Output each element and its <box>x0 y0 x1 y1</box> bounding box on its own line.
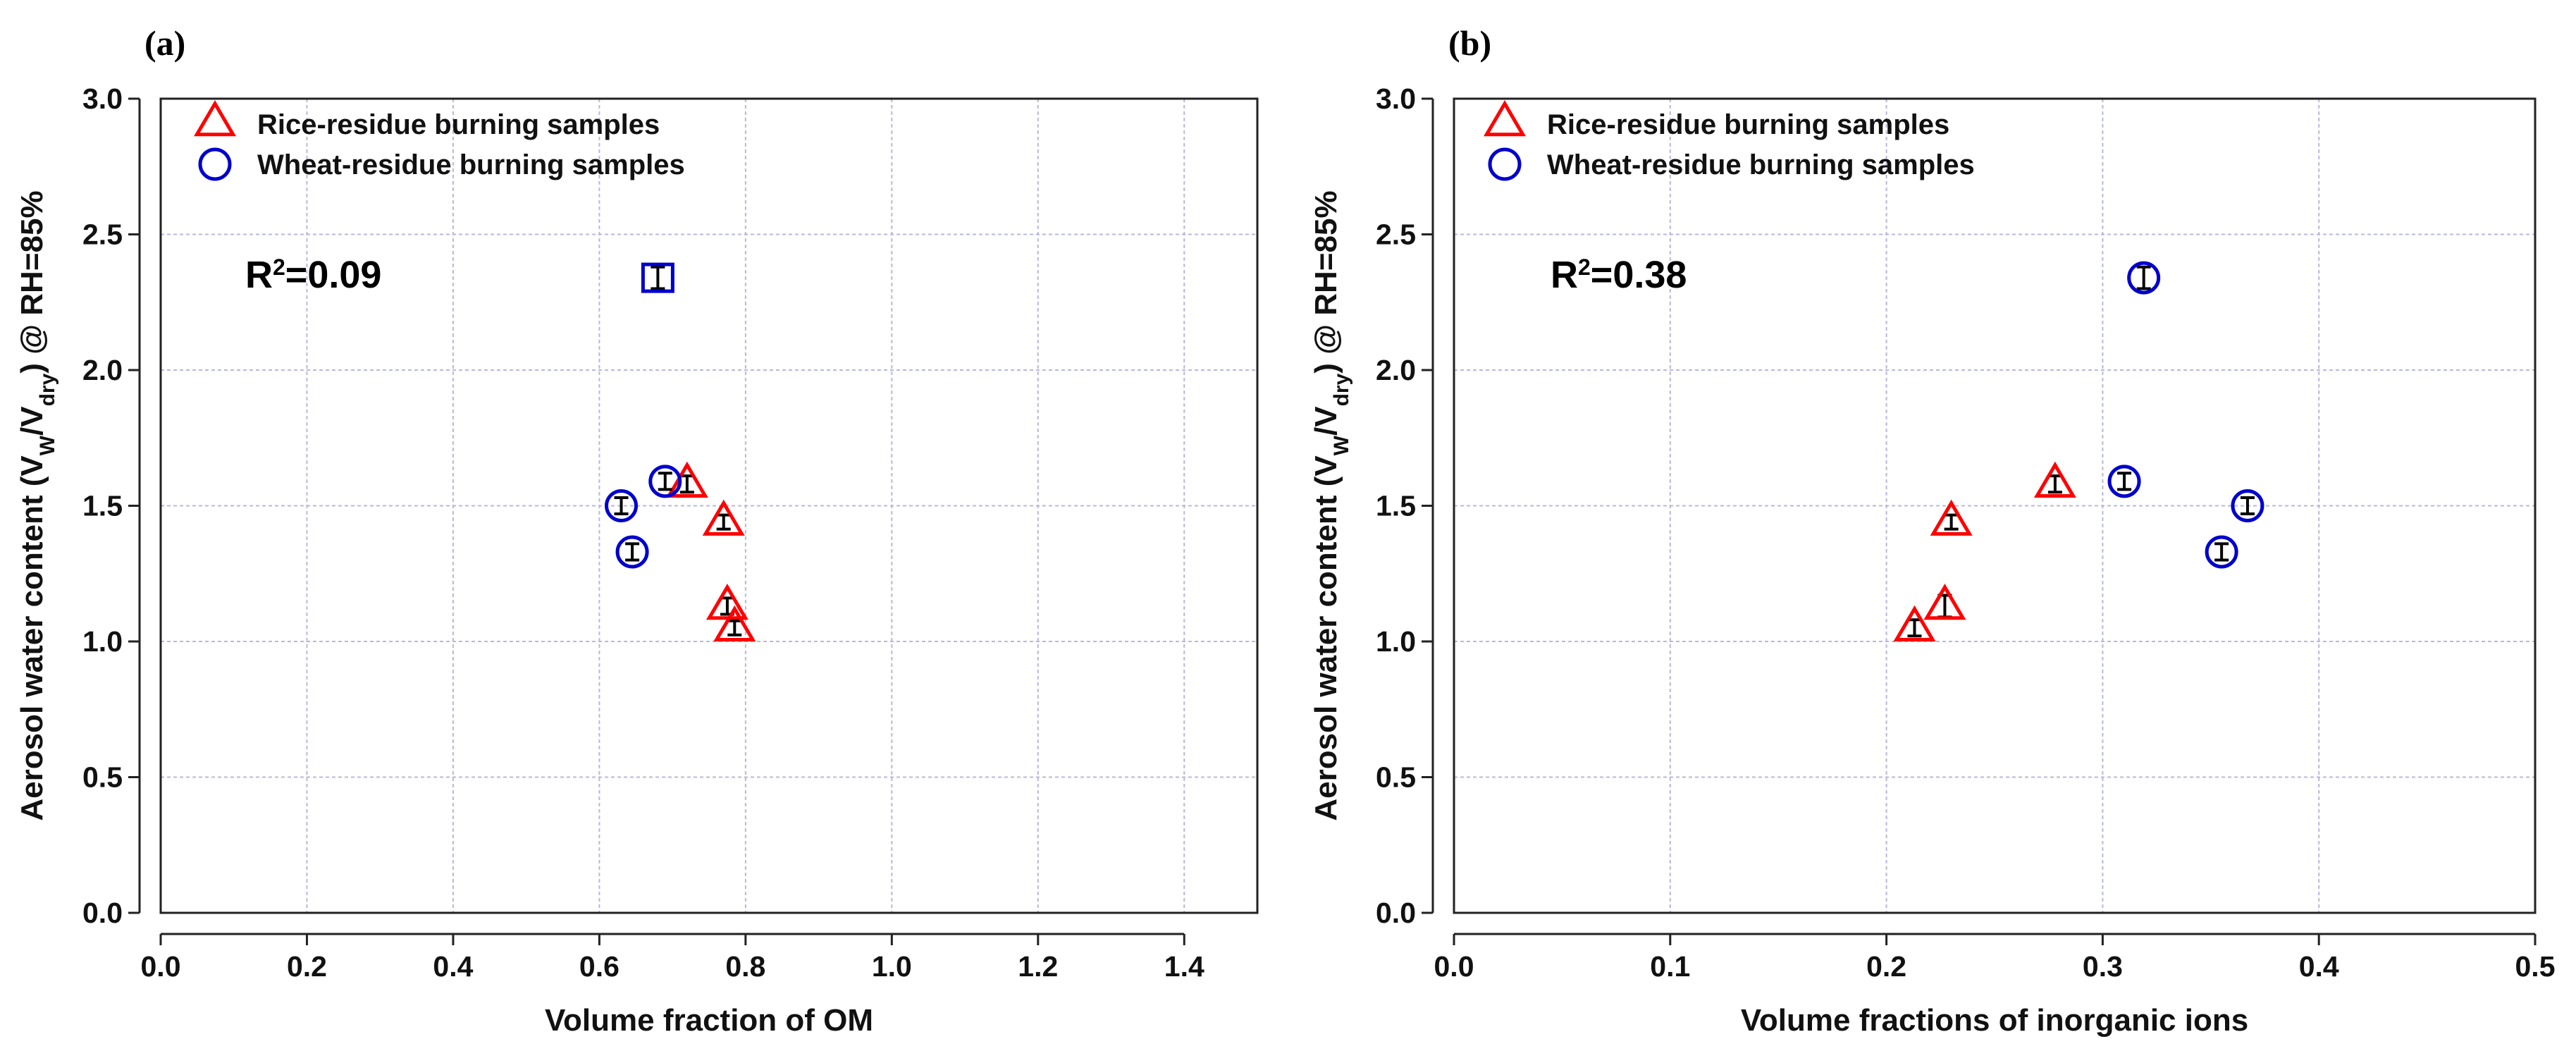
legend-circle-icon <box>1488 147 1522 181</box>
legend-label-rice: Rice-residue burning samples <box>1547 109 1949 140</box>
r-squared-annotation: R2=0.38 <box>1551 254 1687 296</box>
x-tick-label: 0.3 <box>2083 950 2123 983</box>
data-point-wheat <box>2107 465 2141 498</box>
panel-a: 0.0 0.2 0.4 0.6 0.8 1.0 1.2 1.4 0.0 0.5 1.0 1.5 2.0 2… <box>15 23 1259 1038</box>
data-point-wheat <box>2205 535 2238 569</box>
y-tick-label: 1.5 <box>82 490 123 522</box>
x-tick-label: 0.2 <box>287 950 327 983</box>
r-squared-annotation: R2=0.09 <box>245 254 381 296</box>
legend-triangle-icon <box>193 100 237 137</box>
data-point-rice <box>702 499 745 536</box>
data-point-wheat <box>2127 261 2161 295</box>
r-squared-prefix: R <box>1551 254 1578 296</box>
r-squared-superscript: 2 <box>273 254 285 280</box>
x-tick-label: 0.0 <box>141 950 181 983</box>
panel-b: 0.0 0.1 0.2 0.3 0.4 0.5 0.0 0.5 1.0 1.5 2.0 2.5 3.0 (… <box>1309 23 2556 1038</box>
y-axis-title-part: ) @ RH=85% <box>1309 190 1343 373</box>
y-tick-label: 1.0 <box>1376 625 1416 658</box>
y-tick-label: 2.0 <box>82 354 123 386</box>
data-point-rice <box>1930 499 1973 536</box>
r-squared-value: =0.38 <box>1591 254 1687 296</box>
data-point-wheat <box>2231 489 2264 522</box>
x-tick-label: 0.6 <box>579 950 620 983</box>
data-point-wheat <box>615 535 649 569</box>
x-axis-title: Volume fraction of OM <box>545 1003 873 1038</box>
legend-label-wheat: Wheat-residue burning samples <box>1547 149 1975 180</box>
legend-label-rice: Rice-residue burning samples <box>257 109 660 140</box>
y-tick-label: 2.0 <box>1376 354 1416 386</box>
x-tick-label: 0.2 <box>1866 950 1906 983</box>
data-point-rice <box>665 461 708 498</box>
x-tick-label: 0.4 <box>2299 950 2339 983</box>
y-axis-title-subscript: W <box>1330 435 1353 455</box>
y-axis-title-subscript: W <box>36 435 59 455</box>
x-tick-label: 0.0 <box>1434 950 1474 983</box>
x-tick-label: 0.1 <box>1650 950 1690 983</box>
y-axis-title-subscript: dry <box>36 373 59 406</box>
y-axis-title: Aerosol water content (VW/Vdry) @ RH=85% <box>1309 190 1353 820</box>
y-tick-label: 1.5 <box>1376 490 1416 522</box>
y-axis-title-part: ) @ RH=85% <box>15 190 49 373</box>
data-point-rice <box>713 605 756 641</box>
r-squared-superscript: 2 <box>1578 254 1591 280</box>
x-tick-label: 0.5 <box>2515 950 2556 983</box>
legend-triangle-icon <box>1483 100 1527 137</box>
y-axis-title-subscript: dry <box>1330 373 1353 406</box>
x-tick-label: 0.4 <box>433 950 473 983</box>
panel-label: (b) <box>1448 23 1491 63</box>
data-point-rice <box>2033 461 2076 498</box>
panel-label: (a) <box>144 23 185 63</box>
r-squared-prefix: R <box>245 254 273 296</box>
y-tick-label: 3.0 <box>1376 82 1416 115</box>
legend-label-wheat: Wheat-residue burning samples <box>257 149 685 180</box>
y-axis-title: Aerosol water content (VW/Vdry) @ RH=85% <box>15 190 59 820</box>
y-tick-label: 0.5 <box>1376 761 1416 794</box>
data-point-rice <box>1893 605 1936 641</box>
y-tick-label: 2.5 <box>82 219 123 251</box>
y-axis-title-part: Aerosol water content (V <box>15 455 49 821</box>
x-tick-label: 1.4 <box>1164 950 1204 983</box>
data-point-wheat <box>641 262 674 293</box>
data-point-wheat <box>648 465 682 498</box>
y-tick-label: 1.0 <box>82 625 123 658</box>
y-axis-title-part: /V <box>15 406 49 436</box>
y-tick-label: 0.5 <box>82 761 123 794</box>
r-squared-value: =0.09 <box>285 254 382 296</box>
plot-frame <box>159 97 1259 914</box>
x-tick-label: 0.8 <box>725 950 765 983</box>
x-axis-title: Volume fractions of inorganic ions <box>1741 1003 2248 1038</box>
y-tick-label: 3.0 <box>82 82 123 115</box>
data-point-wheat <box>605 489 639 522</box>
y-axis-title-part: Aerosol water content (V <box>1309 455 1343 821</box>
y-tick-label: 2.5 <box>1376 219 1416 251</box>
x-tick-label: 1.0 <box>872 950 912 983</box>
data-point-rice <box>1923 584 1966 620</box>
x-tick-label: 1.2 <box>1018 950 1058 983</box>
plot-frame <box>1453 97 2537 914</box>
y-tick-label: 0.0 <box>82 897 123 929</box>
y-tick-label: 0.0 <box>1376 897 1416 929</box>
y-axis-title-part: /V <box>1309 406 1343 436</box>
legend-circle-icon <box>198 147 232 181</box>
